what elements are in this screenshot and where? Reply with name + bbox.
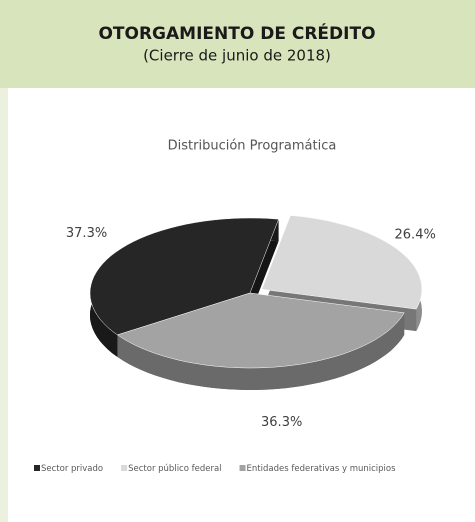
- slice: [89, 217, 279, 336]
- header-band: [0, 0, 475, 88]
- legend-label: Entidades federativas y municipios: [247, 464, 397, 474]
- slice: [116, 292, 405, 369]
- slice: [261, 215, 423, 310]
- header-subtitle: (Cierre de junio de 2018): [143, 47, 331, 65]
- data-label: 26.4%: [395, 228, 436, 243]
- header-title: OTORGAMIENTO DE CRÉDITO: [98, 22, 375, 44]
- legend-label: Sector público federal: [128, 464, 221, 474]
- legend: Sector privado Sector público federal Enti…: [34, 464, 396, 474]
- slice-side: [117, 312, 405, 390]
- legend-label: Sector privado: [41, 464, 103, 474]
- chart-title: Distribución Programática: [168, 139, 337, 154]
- pie: 37.3% 26.4% 36.3%: [66, 215, 436, 430]
- legend-swatch: [121, 465, 128, 471]
- legend-swatch: [239, 465, 246, 471]
- data-label: 36.3%: [261, 415, 302, 430]
- legend-swatch: [34, 465, 40, 471]
- data-label: 37.3%: [66, 226, 107, 241]
